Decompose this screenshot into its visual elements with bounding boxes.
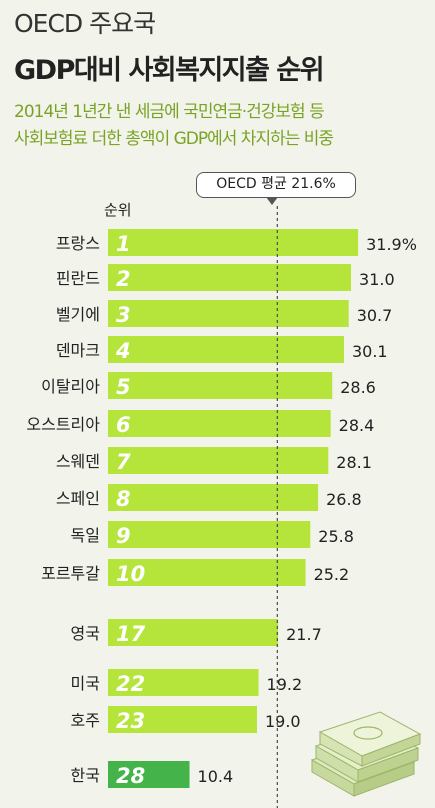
category-label: 미국 <box>71 674 100 693</box>
category-label: 스웨덴 <box>56 452 100 471</box>
category-label: 오스트리아 <box>26 415 100 434</box>
bar <box>108 447 329 474</box>
value-label: 28.6 <box>340 378 376 397</box>
rank-column-header: 순위 <box>104 201 132 219</box>
bar <box>108 300 349 327</box>
value-label: 26.8 <box>326 490 362 509</box>
bar <box>108 761 190 788</box>
value-label: 10.4 <box>198 767 234 786</box>
value-label: 28.4 <box>339 416 375 435</box>
rank-label: 4 <box>115 339 131 363</box>
value-label: 31.9% <box>366 235 417 254</box>
category-label: 영국 <box>71 624 100 643</box>
value-label: 19.2 <box>267 675 303 694</box>
bar <box>108 229 359 256</box>
callout-pointer <box>266 197 278 205</box>
value-label: 25.8 <box>318 527 354 546</box>
category-label: 이탈리아 <box>41 377 100 396</box>
rank-label: 3 <box>116 303 131 327</box>
rank-label: 10 <box>116 562 145 586</box>
value-label: 28.1 <box>336 453 372 472</box>
rank-label: 7 <box>116 450 131 474</box>
category-label: 포르투갈 <box>41 564 100 583</box>
value-label: 31.0 <box>359 270 395 289</box>
rank-label: 22 <box>116 672 145 696</box>
bar <box>108 619 279 646</box>
bar <box>108 410 331 437</box>
rank-label: 28 <box>116 764 145 788</box>
category-label: 핀란드 <box>56 269 100 288</box>
chart-title-line2: GDP대비 사회복지지출 순위 <box>14 55 325 86</box>
category-label: 독일 <box>71 526 100 545</box>
rank-label: 9 <box>116 524 131 548</box>
money-stack-icon <box>310 711 422 797</box>
value-label: 30.1 <box>352 342 388 361</box>
bar <box>108 264 352 291</box>
category-label: 벨기에 <box>56 305 100 324</box>
chart-subtitle-line2: 사회보험료 더한 총액이 GDP에서 차지하는 비중 <box>14 129 334 149</box>
bar <box>108 521 311 548</box>
bar <box>108 669 259 696</box>
rank-label: 5 <box>116 375 131 399</box>
category-label: 스페인 <box>56 489 100 508</box>
rank-label: 1 <box>116 232 131 256</box>
bar <box>108 372 333 399</box>
bar <box>108 706 257 733</box>
rank-label: 17 <box>116 622 146 646</box>
chart-subtitle-line1: 2014년 1년간 낸 세금에 국민연금·건강보험 등 <box>14 102 325 122</box>
rank-label: 8 <box>116 487 131 511</box>
category-label: 호주 <box>71 711 100 730</box>
category-label: 프랑스 <box>56 234 100 253</box>
rank-label: 2 <box>116 267 131 291</box>
value-label: 21.7 <box>286 625 322 644</box>
value-label: 19.0 <box>265 712 301 731</box>
category-label: 한국 <box>71 766 100 785</box>
chart-title-line1: OECD 주요국 <box>14 9 156 38</box>
oecd-average-callout: OECD 평균 21.6% <box>196 172 356 198</box>
rank-label: 6 <box>116 413 131 437</box>
bar <box>108 559 306 586</box>
category-label: 덴마크 <box>56 341 100 360</box>
value-label: 30.7 <box>357 306 393 325</box>
rank-label: 23 <box>116 709 145 733</box>
bar <box>108 336 344 363</box>
bar <box>108 484 319 511</box>
value-label: 25.2 <box>314 565 350 584</box>
